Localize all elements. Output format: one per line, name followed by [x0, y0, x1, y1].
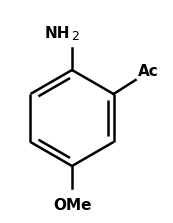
- Text: OMe: OMe: [53, 198, 91, 213]
- Text: NH: NH: [44, 27, 70, 41]
- Text: Ac: Ac: [138, 64, 159, 80]
- Text: 2: 2: [71, 31, 79, 43]
